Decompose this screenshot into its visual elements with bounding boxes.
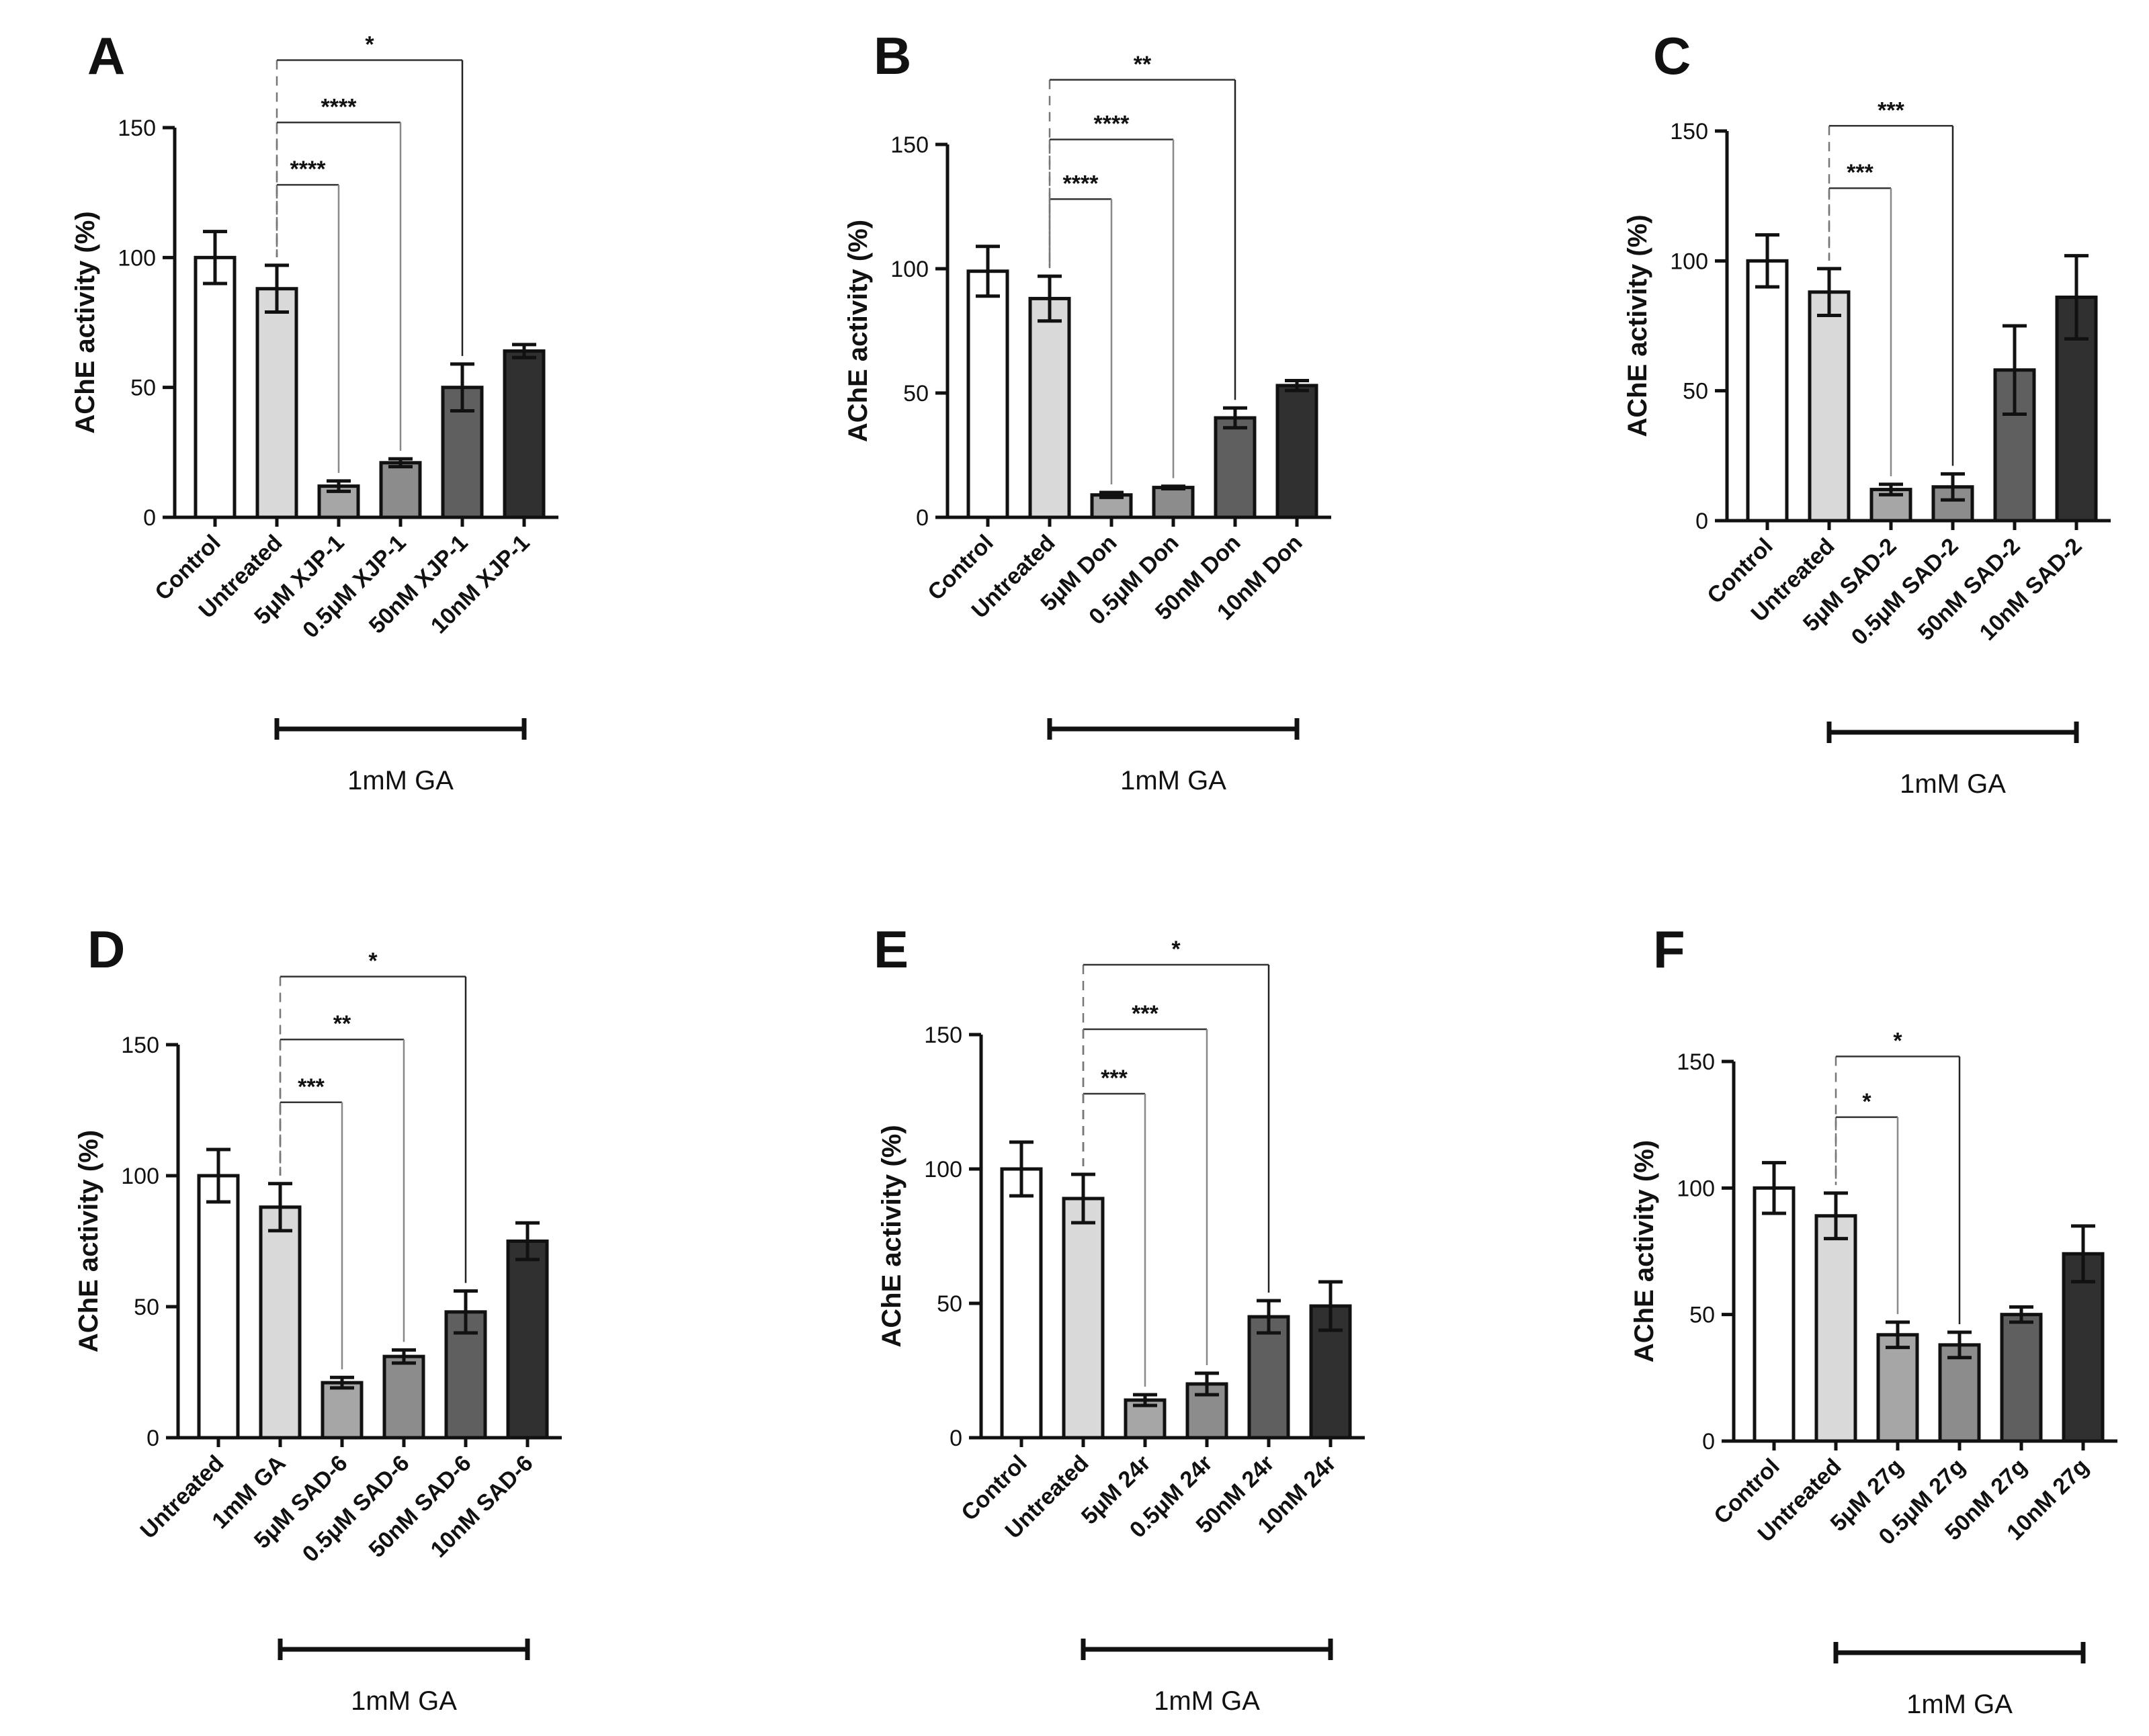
bar <box>1214 416 1257 519</box>
bar <box>194 255 237 519</box>
y-tick-label: 150 <box>1677 1049 1715 1075</box>
significance-label: *** <box>298 1074 325 1100</box>
bar <box>1814 1214 1857 1443</box>
treatment-label: 1mM GA <box>1120 766 1226 795</box>
bar <box>506 1240 549 1440</box>
y-tick-label: 50 <box>1683 379 1708 404</box>
y-tick-label: 0 <box>1702 1429 1715 1455</box>
y-tick-label: 0 <box>950 1426 962 1451</box>
panel-letter: F <box>1653 920 1685 979</box>
bar <box>1275 384 1318 519</box>
bar <box>1938 1343 1981 1443</box>
panel-letter: C <box>1653 26 1691 85</box>
x-tick-label: 0.5μM SAD-6 <box>298 1450 415 1567</box>
significance-label: *** <box>1878 97 1904 123</box>
significance-label: ** <box>1134 52 1152 77</box>
bar <box>197 1174 240 1440</box>
panel-letter: B <box>874 26 911 85</box>
y-tick-label: 100 <box>1670 249 1708 274</box>
significance-label: * <box>1171 937 1181 962</box>
bar <box>321 1381 364 1440</box>
bar <box>1152 486 1195 519</box>
bar <box>1753 1186 1796 1443</box>
y-tick-label: 50 <box>937 1291 962 1317</box>
y-tick-label: 100 <box>924 1157 962 1182</box>
y-axis-label: AChE activity (%) <box>843 220 873 442</box>
y-tick-label: 50 <box>130 376 156 401</box>
bar <box>379 461 422 519</box>
y-tick-label: 50 <box>134 1295 159 1320</box>
significance-label: **** <box>1063 171 1099 196</box>
y-tick-label: 50 <box>903 381 929 406</box>
panel-letter: A <box>87 26 125 85</box>
significance-label: * <box>1862 1089 1871 1115</box>
treatment-label: 1mM GA <box>347 766 454 795</box>
y-tick-label: 150 <box>121 1033 159 1058</box>
significance-label: ** <box>333 1011 351 1037</box>
y-axis-label: AChE activity (%) <box>1623 214 1652 437</box>
panel-d: D 0 50 100 150 AChE activity (%) Untreated 1mM … <box>74 920 562 1716</box>
significance-label: * <box>1893 1028 1902 1053</box>
y-axis-label: AChE activity (%) <box>74 1130 103 1352</box>
significance-label: *** <box>1132 1001 1158 1027</box>
significance-label: *** <box>1101 1066 1128 1091</box>
significance-label: **** <box>290 157 327 182</box>
bar <box>503 349 546 519</box>
significance-label: * <box>365 32 374 57</box>
significance-label: *** <box>1847 160 1873 185</box>
significance-label: **** <box>321 94 357 120</box>
bar <box>259 1205 302 1440</box>
bar <box>1876 1333 1919 1443</box>
bar <box>1746 259 1789 523</box>
y-tick-label: 150 <box>890 132 929 158</box>
treatment-label: 1mM GA <box>351 1686 457 1716</box>
y-tick-label: 100 <box>118 245 156 271</box>
y-tick-label: 100 <box>890 257 929 282</box>
bar <box>1247 1315 1290 1440</box>
treatment-label: 1mM GA <box>1900 769 2006 799</box>
treatment-label: 1mM GA <box>1154 1686 1260 1716</box>
panel-letter: E <box>874 920 909 979</box>
y-tick-label: 150 <box>118 116 156 141</box>
y-tick-label: 0 <box>143 505 156 531</box>
y-tick-label: 150 <box>924 1023 962 1048</box>
y-tick-label: 100 <box>1677 1176 1715 1201</box>
y-tick-label: 50 <box>1689 1303 1715 1328</box>
x-tick-label: 0.5μM SAD-2 <box>1847 533 1964 650</box>
y-tick-label: 0 <box>146 1426 159 1451</box>
bar <box>1808 290 1851 523</box>
y-axis-label: AChE activity (%) <box>71 211 100 433</box>
bar <box>2000 1313 2043 1443</box>
bar <box>255 287 298 519</box>
bar <box>382 1354 425 1440</box>
bar <box>1000 1167 1043 1440</box>
x-tick-label: Untreated <box>136 1450 229 1544</box>
y-axis-label: AChE activity (%) <box>877 1125 907 1347</box>
panel-letter: D <box>87 920 125 979</box>
significance-label: **** <box>1094 112 1130 137</box>
bar <box>1062 1197 1105 1440</box>
bar <box>1028 296 1071 519</box>
y-tick-label: 150 <box>1670 119 1708 144</box>
bar <box>2062 1252 2105 1443</box>
treatment-label: 1mM GA <box>1906 1690 2013 1719</box>
bar <box>966 269 1009 519</box>
y-tick-label: 0 <box>1695 509 1708 534</box>
significance-label: * <box>368 949 378 974</box>
y-tick-label: 100 <box>121 1164 159 1189</box>
y-axis-label: AChE activity (%) <box>1630 1140 1659 1362</box>
y-tick-label: 0 <box>916 505 929 531</box>
